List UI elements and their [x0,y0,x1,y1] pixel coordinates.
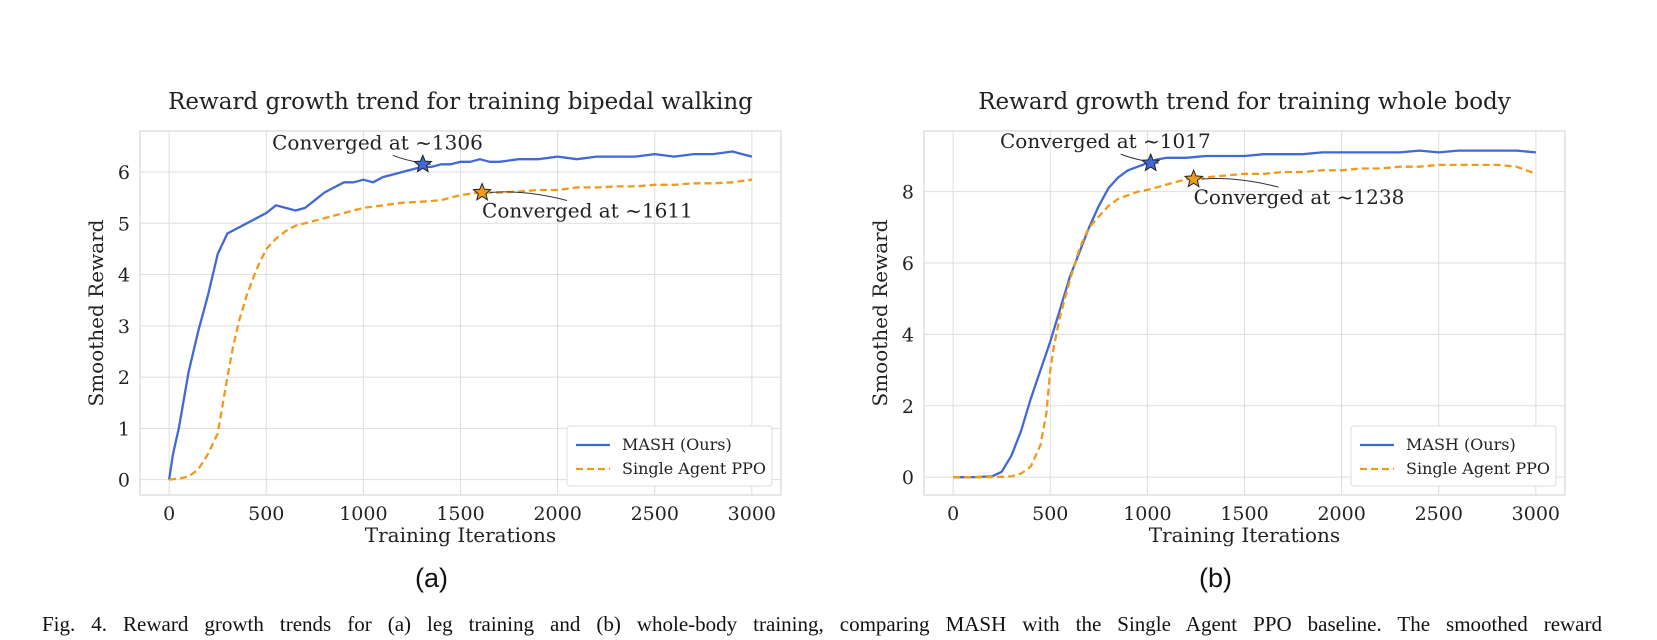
figure-caption: Fig. 4. Reward growth trends for (a) leg… [42,612,1602,636]
y-tick-label: 0 [902,467,914,489]
subplot-label-b: (b) [1199,563,1232,593]
legend-label: MASH (Ours) [1406,435,1516,454]
chart-panel-a: 0 500 1000 1500 2000 2500 3000 0 1 2 3 4 5 6 Reward gr… [84,89,782,547]
annotation-text: Converged at ~1306 [272,130,483,154]
subplot-label-a: (a) [415,563,448,593]
convergence-star-marker [1140,152,1161,172]
annotation-text: Converged at ~1611 [482,199,693,223]
convergence-star-marker [413,153,433,173]
series-line-ppo [953,163,1537,479]
y-axis-label: Smoothed Reward [868,219,892,406]
x-tick-label: 1500 [436,503,484,525]
series-line-mash [167,150,753,480]
annotation-text: Converged at ~1238 [1194,185,1405,209]
x-tick-label: 500 [248,503,284,525]
y-tick-label: 6 [118,162,130,184]
legend: MASH (Ours) Single Agent PPO [566,425,773,487]
x-axis-label: Training Iterations [365,523,556,547]
chart-title: Reward growth trend for training bipedal… [168,89,753,115]
legend-box [1350,425,1557,487]
legend: MASH (Ours) Single Agent PPO [1350,425,1557,487]
convergence-star-marker [1183,168,1204,188]
y-tick-label: 6 [902,253,914,275]
x-tick-label: 3000 [1512,503,1560,525]
annotation-arrow [1201,178,1279,188]
legend-box [566,425,773,487]
x-tick-label: 2500 [631,503,679,525]
x-tick-label: 2000 [1317,503,1365,525]
y-axis-label: Smoothed Reward [84,219,108,406]
x-tick-label: 2500 [1415,503,1463,525]
y-tick-label: 4 [118,265,130,287]
y-tick-label: 0 [118,470,130,492]
legend-label: Single Agent PPO [622,459,766,478]
chart-title: Reward growth trend for training whole b… [978,89,1511,115]
series-line-ppo [168,178,753,481]
x-tick-label: 500 [1032,503,1068,525]
x-axis-label: Training Iterations [1149,523,1340,547]
x-tick-label: 1000 [1123,503,1171,525]
y-tick-label: 1 [118,418,130,440]
x-tick-label: 2000 [533,503,581,525]
y-tick-label: 8 [902,182,914,204]
convergence-star-marker [472,182,492,201]
x-tick-label: 0 [947,503,959,525]
legend-label: MASH (Ours) [622,435,732,454]
x-tick-label: 3000 [728,503,776,525]
y-tick-label: 5 [118,213,130,235]
y-tick-label: 2 [902,396,914,418]
annotation-text: Converged at ~1017 [1000,129,1211,153]
y-tick-label: 2 [118,367,130,389]
series-line-mash [953,149,1537,479]
annotation-arrow [490,191,568,202]
chart-panel-b: 0 500 1000 1500 2000 2500 3000 0 2 4 6 8 Reward grow… [868,89,1566,547]
x-tick-label: 0 [163,503,175,525]
x-tick-label: 1000 [339,503,387,525]
x-tick-label: 1500 [1220,503,1268,525]
y-tick-label: 3 [118,316,130,338]
y-tick-label: 4 [902,324,914,346]
legend-label: Single Agent PPO [1406,459,1550,478]
